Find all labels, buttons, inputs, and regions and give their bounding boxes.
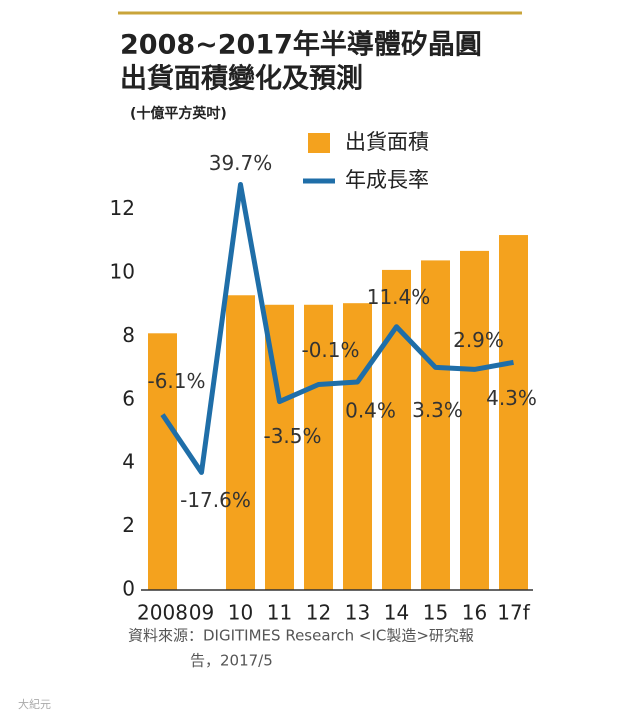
- y-tick-label: 10: [110, 260, 135, 284]
- x-tick-label: 12: [306, 601, 331, 625]
- legend-label: 出貨面積: [345, 130, 429, 154]
- bar: [226, 295, 255, 590]
- data-label: 4.3%: [486, 386, 537, 410]
- bar: [460, 250, 489, 590]
- data-label: 2.9%: [453, 328, 504, 352]
- data-label: 0.4%: [345, 398, 396, 422]
- bar: [304, 304, 333, 590]
- y-tick-label: 2: [122, 513, 135, 537]
- data-label: -6.1%: [147, 369, 205, 393]
- data-label: 11.4%: [367, 285, 431, 309]
- chart-title: 2008~2017年半導體矽晶圓: [120, 29, 482, 61]
- source: 告，2017/5: [190, 652, 273, 670]
- x-tick-label: 13: [345, 601, 370, 625]
- bar: [343, 303, 372, 590]
- y-tick-label: 6: [122, 386, 135, 410]
- x-tick-label: 16: [462, 601, 487, 625]
- y-tick-label: 8: [122, 323, 135, 347]
- x-tick-label: 10: [228, 601, 253, 625]
- bar: [499, 235, 528, 591]
- bar: [382, 269, 411, 590]
- x-tick-label: 11: [267, 601, 292, 625]
- y-tick-label: 12: [110, 196, 135, 220]
- data-label: 39.7%: [209, 151, 273, 175]
- source: 資料來源：DIGITIMES Research <IC製造>研究報: [128, 627, 474, 645]
- y-tick-label: 0: [122, 577, 135, 601]
- chart-title: 出貨面積變化及預測: [120, 63, 363, 95]
- line: [160, 182, 514, 475]
- legend-swatch: [308, 133, 330, 153]
- data-label: -17.6%: [180, 488, 251, 512]
- data-label: 3.3%: [412, 398, 463, 422]
- x-tick-label: 17f: [497, 601, 530, 625]
- subtitle: (十億平方英吋): [130, 105, 227, 122]
- data-label: -3.5%: [263, 424, 321, 448]
- x-tick-label: 09: [189, 601, 214, 625]
- x-tick-label: 14: [384, 601, 409, 625]
- x-tick-label: 15: [423, 601, 448, 625]
- y-tick-label: 4: [122, 450, 135, 474]
- legend-label: 年成長率: [345, 168, 429, 192]
- watermark: 大紀元: [18, 697, 51, 711]
- x-tick-label: 2008: [137, 601, 188, 625]
- bar: [148, 333, 177, 590]
- bar: [421, 260, 450, 590]
- data-label: -0.1%: [301, 338, 359, 362]
